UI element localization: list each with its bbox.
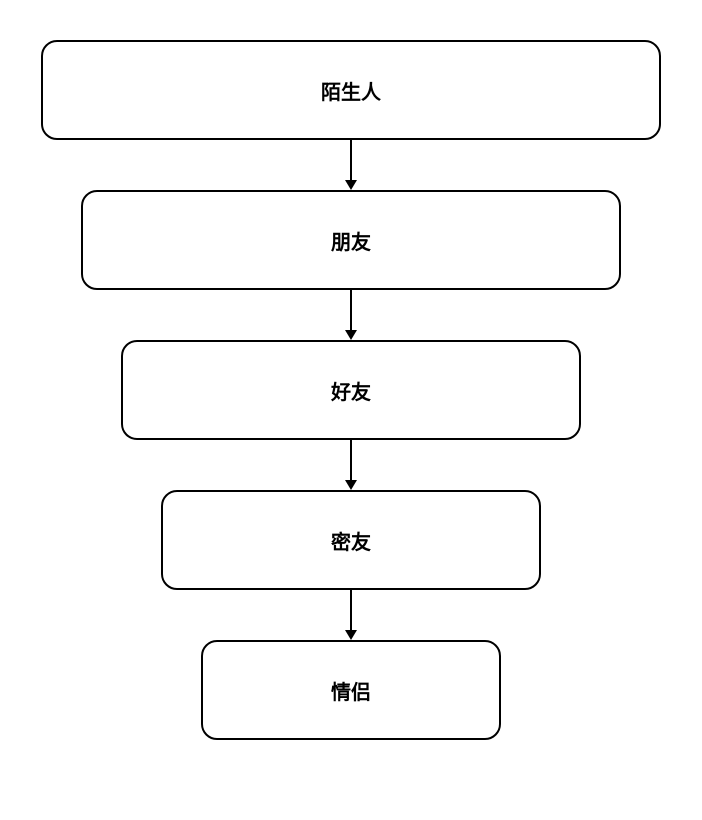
node-good-friend: 好友 bbox=[121, 340, 581, 440]
node-lover: 情侣 bbox=[201, 640, 501, 740]
node-label: 密友 bbox=[331, 526, 371, 555]
node-close-friend: 密友 bbox=[161, 490, 541, 590]
node-label: 好友 bbox=[331, 376, 371, 405]
node-stranger: 陌生人 bbox=[41, 40, 661, 140]
flowchart-canvas: 陌生人 朋友 好友 密友 情侣 bbox=[0, 0, 702, 820]
node-label: 陌生人 bbox=[321, 76, 381, 105]
node-friend: 朋友 bbox=[81, 190, 621, 290]
node-label: 朋友 bbox=[331, 226, 371, 255]
node-label: 情侣 bbox=[331, 676, 371, 705]
